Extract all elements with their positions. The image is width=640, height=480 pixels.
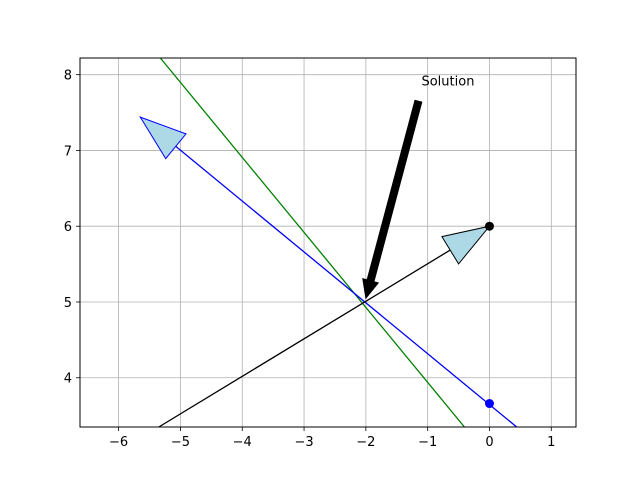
x-tick-label: −4 bbox=[233, 435, 252, 450]
y-tick-label: 4 bbox=[64, 372, 72, 387]
y-tick-label: 8 bbox=[64, 69, 72, 84]
y-tick-label: 7 bbox=[64, 144, 72, 159]
plot-area bbox=[139, 57, 518, 428]
axes-frame bbox=[79, 57, 577, 428]
green-line bbox=[159, 57, 465, 428]
x-tick-label: 1 bbox=[547, 435, 555, 450]
x-tick-label: −6 bbox=[109, 435, 128, 450]
black-arrow-head bbox=[441, 225, 491, 265]
x-tick-label: −1 bbox=[418, 435, 437, 450]
annotation-label: Solution bbox=[421, 74, 474, 89]
annotation: Solution bbox=[362, 74, 474, 300]
black-point bbox=[484, 221, 494, 231]
annotation-arrow bbox=[362, 99, 423, 300]
x-tick-label: −3 bbox=[294, 435, 313, 450]
x-tick-label: 0 bbox=[485, 435, 493, 450]
blue-arrow-head bbox=[139, 116, 187, 160]
tick-marks: −6 −5 −4 −3 −2 −1 0 1 4 5 6 7 8 bbox=[64, 69, 556, 450]
blue-point bbox=[484, 399, 494, 409]
blue-line bbox=[139, 116, 518, 428]
black-line bbox=[158, 225, 490, 428]
y-tick-label: 6 bbox=[64, 220, 72, 235]
x-tick-label: −5 bbox=[171, 435, 190, 450]
x-tick-label: −2 bbox=[356, 435, 375, 450]
y-tick-label: 5 bbox=[64, 296, 72, 311]
